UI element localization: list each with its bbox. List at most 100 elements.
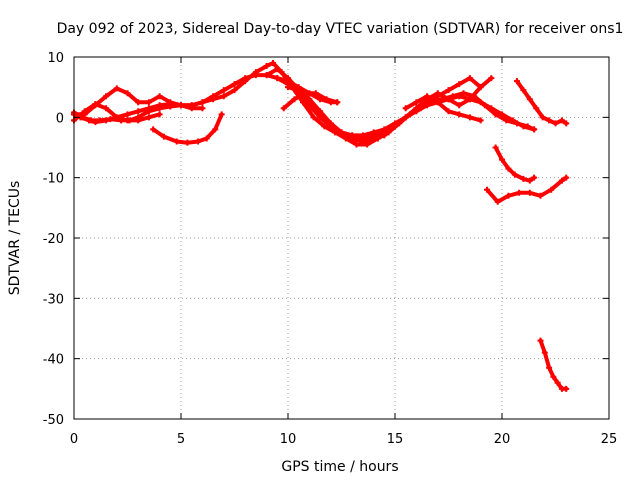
data-point bbox=[526, 96, 533, 103]
data-point bbox=[546, 364, 553, 371]
data-point bbox=[103, 105, 110, 112]
data-point bbox=[552, 120, 559, 127]
data-point bbox=[499, 111, 505, 118]
data-point bbox=[145, 114, 152, 121]
data-point bbox=[124, 111, 131, 118]
data-point bbox=[312, 90, 319, 97]
data-point bbox=[445, 87, 452, 94]
data-point bbox=[445, 96, 452, 103]
y-tick-label: -40 bbox=[43, 353, 64, 368]
data-point bbox=[466, 75, 473, 82]
y-tick-label: -10 bbox=[43, 172, 64, 187]
data-point bbox=[135, 108, 142, 115]
data-point bbox=[135, 117, 142, 124]
data-point bbox=[285, 84, 291, 91]
data-point bbox=[456, 93, 463, 100]
data-point bbox=[434, 99, 441, 106]
data-point bbox=[145, 99, 152, 106]
data-point bbox=[81, 108, 88, 115]
data-point bbox=[92, 101, 99, 108]
series-line-arc-8 bbox=[275, 76, 483, 141]
data-point bbox=[103, 93, 110, 100]
y-tick-label: -20 bbox=[43, 232, 64, 247]
data-point bbox=[434, 90, 441, 97]
chart-title: Day 092 of 2023, Sidereal Day-to-day VTE… bbox=[57, 21, 624, 37]
data-point bbox=[317, 108, 324, 115]
y-tick-label: -30 bbox=[43, 292, 64, 307]
data-point bbox=[167, 99, 174, 106]
data-point bbox=[466, 96, 473, 103]
data-point bbox=[546, 117, 553, 124]
data-point bbox=[178, 102, 184, 109]
data-point bbox=[203, 135, 210, 142]
series-line-arc-15 bbox=[538, 338, 569, 391]
data-point bbox=[270, 60, 277, 67]
data-point bbox=[306, 102, 313, 109]
data-point bbox=[145, 108, 152, 115]
data-point bbox=[492, 144, 499, 151]
x-axis-label: GPS time / hours bbox=[281, 459, 398, 475]
x-tick-label: 10 bbox=[280, 432, 297, 447]
data-point bbox=[220, 93, 227, 100]
x-tick-label: 0 bbox=[70, 432, 78, 447]
data-point bbox=[310, 114, 317, 121]
data-point bbox=[107, 116, 114, 123]
data-point bbox=[466, 114, 473, 121]
data-point bbox=[516, 189, 523, 196]
data-point bbox=[210, 93, 217, 100]
data-point bbox=[558, 117, 565, 124]
data-point bbox=[563, 120, 570, 127]
data-point bbox=[477, 117, 484, 124]
data-point bbox=[456, 81, 463, 88]
data-point bbox=[231, 87, 238, 94]
x-tick-label: 5 bbox=[177, 432, 185, 447]
data-point bbox=[550, 373, 557, 380]
data-point bbox=[509, 117, 516, 124]
data-point bbox=[302, 90, 309, 97]
data-point bbox=[160, 133, 167, 140]
data-point bbox=[513, 78, 520, 85]
data-point bbox=[424, 93, 431, 100]
data-point bbox=[156, 111, 163, 118]
data-point bbox=[280, 105, 287, 112]
data-point bbox=[554, 379, 561, 386]
data-point bbox=[124, 90, 131, 97]
data-point bbox=[327, 120, 334, 127]
data-point bbox=[456, 102, 463, 109]
y-tick-label: 10 bbox=[47, 51, 64, 66]
series-line-arc-1 bbox=[72, 61, 275, 125]
data-point bbox=[488, 75, 495, 82]
data-point bbox=[563, 174, 570, 181]
data-point bbox=[402, 114, 409, 121]
data-point bbox=[252, 72, 259, 79]
data-point bbox=[531, 174, 538, 181]
data-point bbox=[242, 75, 249, 82]
data-point bbox=[349, 135, 356, 142]
data-point bbox=[156, 93, 163, 100]
data-point bbox=[96, 117, 103, 124]
data-point bbox=[413, 99, 420, 106]
data-point bbox=[381, 132, 388, 139]
data-point bbox=[537, 192, 544, 199]
data-point bbox=[460, 90, 467, 97]
data-point bbox=[359, 138, 366, 145]
data-point bbox=[505, 192, 512, 199]
data-point bbox=[173, 138, 180, 145]
data-point bbox=[364, 141, 371, 148]
data-point bbox=[220, 87, 227, 94]
data-point bbox=[231, 81, 238, 88]
data-point bbox=[402, 105, 409, 112]
data-point bbox=[563, 385, 570, 392]
data-point bbox=[188, 105, 195, 112]
y-tick-label: 0 bbox=[56, 111, 64, 126]
data-point bbox=[218, 111, 225, 118]
data-point bbox=[88, 117, 95, 124]
data-point bbox=[526, 177, 533, 184]
data-point bbox=[531, 126, 538, 133]
data-point bbox=[124, 117, 131, 124]
series-group bbox=[71, 60, 570, 392]
data-point bbox=[263, 63, 270, 70]
data-point bbox=[537, 337, 544, 344]
data-point bbox=[484, 186, 491, 193]
